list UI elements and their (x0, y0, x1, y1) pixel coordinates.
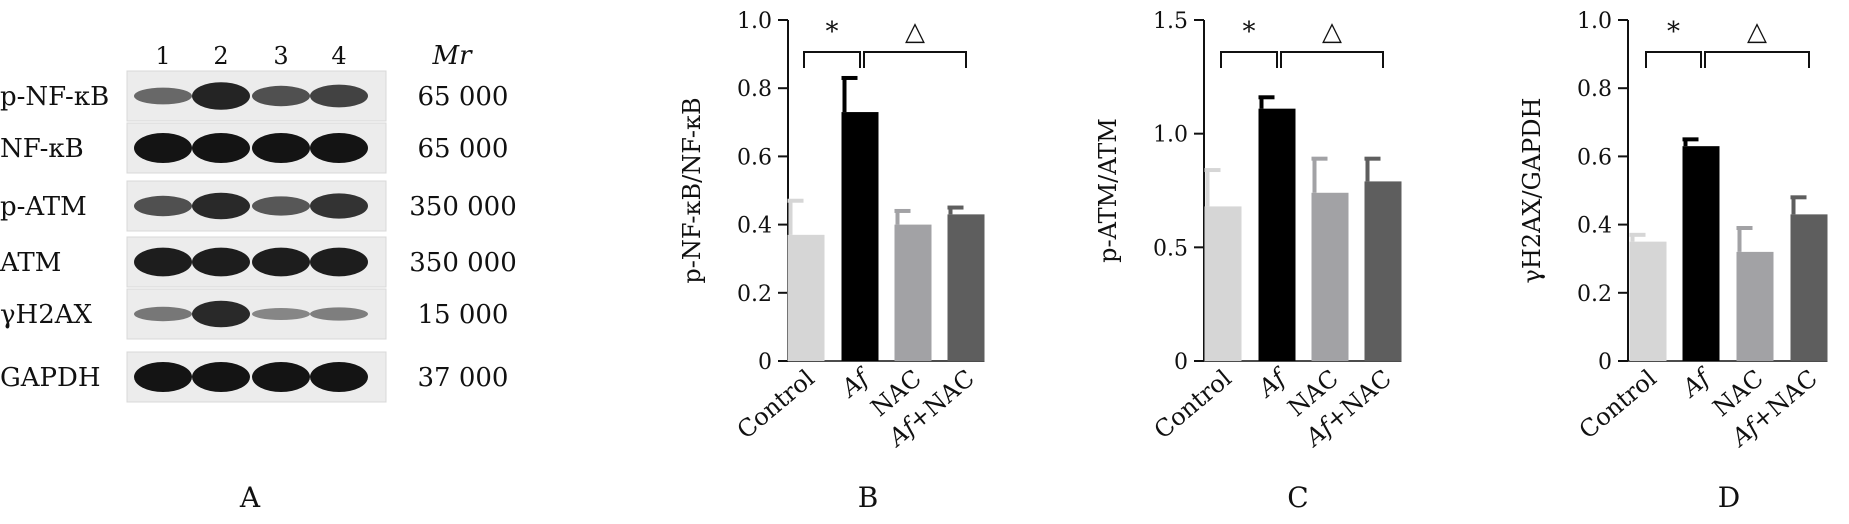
mr-value: 65 000 (418, 134, 509, 164)
protein-label: NF-κB (0, 134, 84, 164)
blot-band (310, 307, 368, 321)
blot-band (252, 247, 310, 277)
significance-bracket (1704, 51, 1810, 68)
y-tick-label: 0.6 (737, 145, 772, 170)
y-tick-label: 1.0 (737, 9, 772, 34)
x-tick-label: Control (732, 364, 820, 444)
blot-band (310, 133, 368, 163)
mr-value: 350 000 (409, 248, 517, 278)
significance-symbol: △ (1747, 17, 1767, 47)
protein-label: p-NF-κB (0, 82, 109, 112)
blot-band (252, 196, 310, 216)
blot-band (252, 133, 310, 163)
significance-symbol: * (826, 17, 839, 47)
significance-symbol: △ (905, 17, 925, 47)
blot-band (252, 362, 310, 392)
blot-band (192, 133, 250, 163)
y-tick-label: 0 (758, 350, 772, 375)
lane-label-1: 1 (155, 42, 170, 70)
x-tick-label: Control (1574, 364, 1662, 444)
blot-band (134, 133, 192, 163)
y-tick-label: 0.4 (737, 214, 772, 239)
protein-label: GAPDH (0, 363, 101, 393)
y-axis-label: γH2AX/GAPDH (1518, 98, 1546, 284)
mr-value: 65 000 (418, 82, 509, 112)
panel-label-c: C (1287, 481, 1308, 514)
y-tick-label: 0 (1598, 350, 1612, 375)
significance-symbol: △ (1322, 17, 1342, 47)
blot-band (310, 84, 368, 108)
y-tick-label: 1.5 (1153, 9, 1188, 34)
bar-control (1629, 241, 1667, 361)
mr-header: Mr (431, 41, 473, 71)
panel-label-a: A (239, 481, 261, 514)
blot-band (134, 195, 192, 217)
bar-af-plus-nac (947, 214, 985, 361)
bar-control (1204, 206, 1242, 361)
chart-b: 00.20.40.60.81.0p-NF-κB/NF-κB* △Control Af… (678, 9, 985, 453)
significance-symbol: * (1243, 17, 1256, 47)
y-tick-label: 1.0 (1153, 123, 1188, 148)
lane-label-2: 2 (213, 42, 228, 70)
protein-label: γH2AX (0, 300, 93, 330)
blot-band (252, 85, 310, 107)
panel-label-b: B (858, 481, 879, 514)
blot-band (192, 247, 250, 277)
blot-band (192, 82, 250, 110)
blot-band (192, 300, 250, 328)
bar-nac (894, 224, 932, 361)
y-tick-label: 1.0 (1577, 9, 1612, 34)
y-tick-label: 0.5 (1153, 236, 1188, 261)
bar-af-plus-nac (1364, 181, 1402, 361)
blot-band (134, 87, 192, 105)
y-tick-label: 0 (1174, 350, 1188, 375)
bar-af (841, 112, 879, 361)
bar-nac (1311, 192, 1349, 361)
protein-label: ATM (0, 248, 61, 278)
significance-symbol: * (1667, 17, 1680, 47)
bar-nac (1736, 251, 1774, 361)
lane-label-3: 3 (273, 42, 288, 70)
blot-band (134, 306, 192, 322)
blot-band (310, 247, 368, 277)
blot-band (134, 247, 192, 277)
y-axis-label: p-ATM/ATM (1094, 118, 1122, 263)
bar-af-plus-nac (1790, 214, 1828, 361)
bar-af (1258, 108, 1296, 361)
bar-af (1682, 146, 1720, 361)
western-blot-panel: 1 2 3 4 Mr p-NF-κB 65 000 NF-κB 65 000 p-ATM… (0, 41, 517, 514)
mr-value: 37 000 (418, 363, 509, 393)
blot-band (192, 362, 250, 392)
blot-band (134, 362, 192, 392)
significance-bracket (1220, 51, 1278, 68)
significance-bracket (1280, 51, 1384, 68)
significance-bracket (863, 51, 967, 68)
bar-control (787, 234, 825, 361)
blot-band (252, 308, 310, 320)
mr-value: 350 000 (409, 192, 517, 222)
y-tick-label: 0.8 (1577, 77, 1612, 102)
x-tick-label: Control (1149, 364, 1237, 444)
blot-band (310, 193, 368, 219)
lane-label-4: 4 (331, 42, 346, 70)
blot-band (310, 362, 368, 392)
significance-bracket (803, 51, 861, 68)
y-tick-label: 0.8 (737, 77, 772, 102)
y-tick-label: 0.2 (1577, 282, 1612, 307)
y-tick-label: 0.6 (1577, 145, 1612, 170)
blot-band (192, 192, 250, 220)
protein-label: p-ATM (0, 192, 87, 222)
y-tick-label: 0.2 (737, 282, 772, 307)
mr-value: 15 000 (418, 300, 509, 330)
y-tick-label: 0.4 (1577, 214, 1612, 239)
significance-bracket (1645, 51, 1702, 68)
blot-rows: p-NF-κB 65 000 NF-κB 65 000 p-ATM 350 000 ATM 3… (0, 70, 517, 403)
panel-label-d: D (1718, 481, 1740, 514)
y-axis-label: p-NF-κB/NF-κB (678, 97, 706, 283)
